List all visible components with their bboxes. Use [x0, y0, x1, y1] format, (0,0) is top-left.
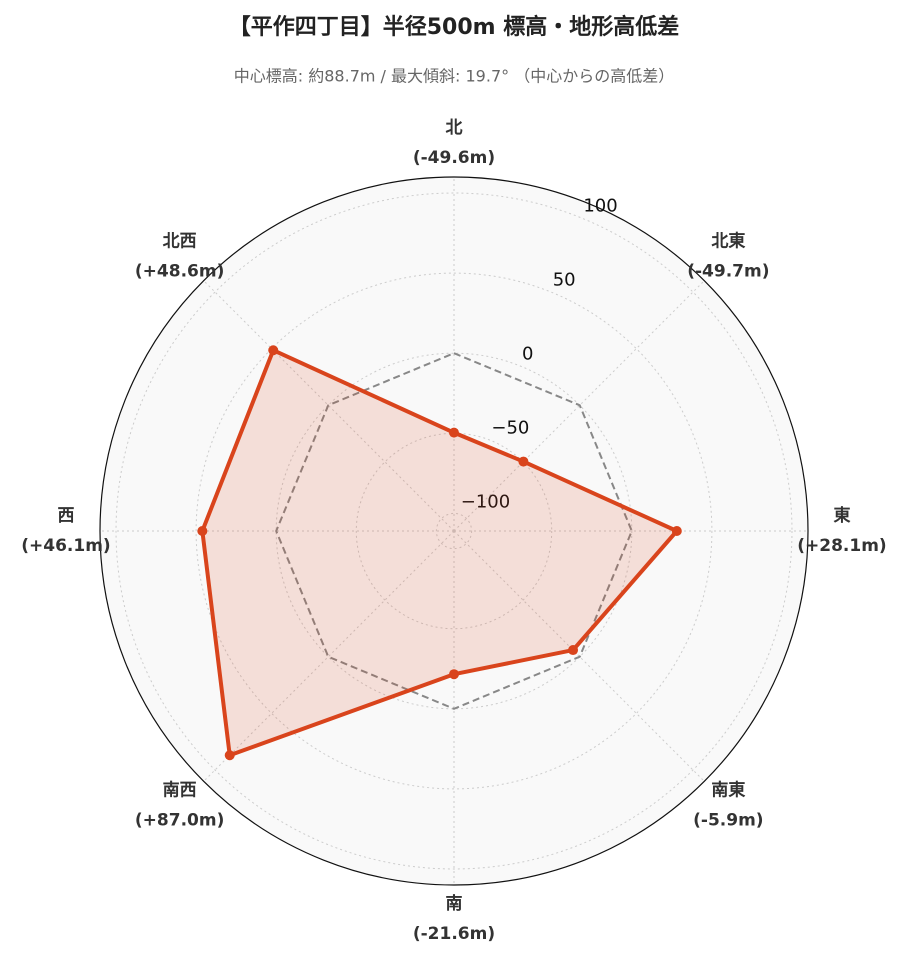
grid-ring — [435, 512, 473, 550]
r-tick-label: 50 — [553, 270, 576, 291]
data-point — [268, 345, 279, 356]
category-label: 東 — [834, 505, 851, 526]
value-label: (+87.0m) — [135, 810, 224, 830]
category-label: 西 — [58, 506, 75, 526]
value-label: (-49.6m) — [413, 148, 495, 168]
grid-ring — [115, 192, 793, 870]
category-label: 南 — [446, 893, 463, 914]
category-label: 北西 — [163, 232, 197, 252]
data-point — [568, 645, 579, 656]
category-label: 南東 — [711, 779, 745, 800]
value-label: (-49.7m) — [687, 262, 769, 282]
category-label: 南西 — [163, 779, 197, 800]
r-tick-label: −50 — [491, 418, 529, 439]
chart-subtitle: 中心標高: 約88.7m / 最大傾斜: 19.7° （中心からの高低差） — [234, 67, 674, 86]
chart-title: 【平作四丁目】半径500m 標高・地形高低差 — [229, 14, 680, 40]
category-label: 北 — [446, 118, 463, 138]
value-label: (-21.6m) — [413, 924, 495, 944]
data-point — [449, 427, 459, 438]
value-label: (+28.1m) — [797, 536, 886, 556]
grid-ring — [355, 432, 553, 630]
spoke — [203, 530, 455, 782]
value-label: (+48.6m) — [135, 262, 224, 282]
data-point — [224, 750, 235, 761]
r-tick-label: 100 — [583, 196, 617, 217]
grid-ring — [195, 272, 713, 790]
r-tick-label: −100 — [461, 492, 510, 513]
data-point — [449, 669, 459, 680]
value-label: (-5.9m) — [693, 810, 763, 830]
data-point — [197, 526, 208, 536]
grid-ring — [275, 352, 633, 710]
r-tick-label: 0 — [522, 344, 533, 365]
value-label: (+46.1m) — [21, 536, 110, 556]
category-label: 北東 — [711, 231, 745, 252]
plot-border — [99, 176, 809, 886]
data-point — [671, 526, 682, 536]
data-point — [518, 456, 529, 467]
reference-line — [275, 352, 633, 710]
